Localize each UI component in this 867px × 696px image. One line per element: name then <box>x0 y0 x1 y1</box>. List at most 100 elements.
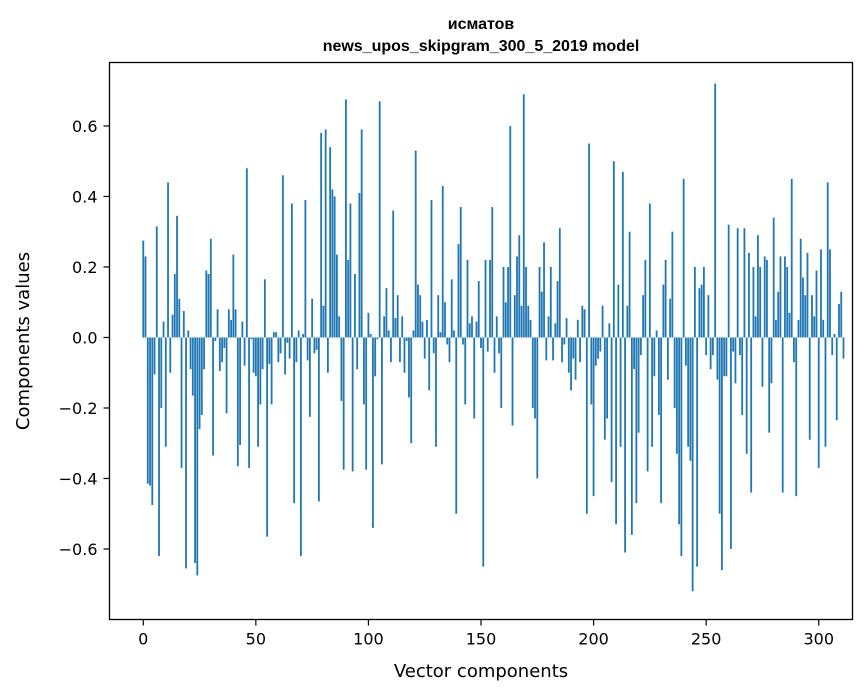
bar-126 <box>426 319 428 338</box>
bar-68 <box>295 337 298 363</box>
bar-86 <box>336 254 338 338</box>
bar-159 <box>500 337 503 408</box>
bar-210 <box>615 337 617 525</box>
bar-69 <box>297 330 300 338</box>
bar-173 <box>531 337 534 408</box>
y-tick-label: 0.6 <box>72 117 97 136</box>
bar-121 <box>414 150 417 338</box>
bar-212 <box>619 337 622 447</box>
bar-186 <box>561 337 563 363</box>
bar-222 <box>642 295 645 338</box>
y-tick-label: 0.4 <box>72 187 97 206</box>
bar-34 <box>218 337 221 371</box>
bar-229 <box>657 337 660 416</box>
bar-96 <box>358 192 361 338</box>
bar-297 <box>811 295 813 338</box>
bar-145 <box>468 323 471 338</box>
bar-261 <box>730 337 732 549</box>
bar-58 <box>272 332 275 338</box>
bar-193 <box>576 319 579 338</box>
bar-243 <box>689 337 692 461</box>
bar-307 <box>833 333 836 338</box>
bar-300 <box>817 337 820 468</box>
bar-218 <box>633 337 635 370</box>
y-tick-label: −0.6 <box>59 540 98 559</box>
bar-9 <box>162 321 165 338</box>
bar-161 <box>504 302 507 338</box>
bar-81 <box>324 129 327 338</box>
bar-79 <box>320 133 323 338</box>
bar-26 <box>200 337 203 416</box>
bar-141 <box>459 207 462 338</box>
x-tick-label: 150 <box>466 630 497 649</box>
bar-45 <box>243 337 246 366</box>
bar-99 <box>365 337 368 470</box>
bar-299 <box>815 270 818 338</box>
bar-52 <box>259 337 262 405</box>
bar-110 <box>390 337 392 363</box>
bar-48 <box>250 337 253 340</box>
bar-112 <box>394 318 397 338</box>
bar-163 <box>509 125 512 338</box>
bar-65 <box>288 337 291 359</box>
bar-127 <box>428 337 431 391</box>
bar-171 <box>527 305 530 338</box>
bar-233 <box>666 337 669 380</box>
bar-284 <box>781 337 784 493</box>
bar-85 <box>333 196 336 338</box>
bar-11 <box>167 182 169 338</box>
bar-66 <box>290 203 293 338</box>
bar-228 <box>655 330 658 338</box>
bar-10 <box>164 337 167 447</box>
bar-189 <box>567 337 570 373</box>
bar-64 <box>286 337 289 343</box>
bar-169 <box>522 94 525 338</box>
x-axis: 0 50 100 150 200 250 300 <box>138 619 834 649</box>
bar-35 <box>221 337 223 363</box>
bar-108 <box>385 288 388 338</box>
bar-280 <box>772 217 775 338</box>
bar-148 <box>475 321 478 338</box>
bar-84 <box>331 189 334 338</box>
bar-89 <box>342 337 345 470</box>
bar-132 <box>439 332 442 338</box>
bar-124 <box>421 321 424 338</box>
bar-29 <box>207 274 210 338</box>
bar-185 <box>558 228 561 338</box>
bar-211 <box>617 284 620 338</box>
bar-72 <box>304 199 307 338</box>
bar-71 <box>302 333 305 338</box>
bar-214 <box>624 337 626 553</box>
bar-158 <box>498 337 500 354</box>
bar-224 <box>646 337 649 472</box>
bar-303 <box>824 337 827 447</box>
bar-39 <box>230 319 232 338</box>
x-tick-label: 250 <box>691 630 722 649</box>
bar-106 <box>381 337 383 465</box>
bar-219 <box>635 337 638 504</box>
bar-296 <box>808 337 811 440</box>
bar-287 <box>788 312 791 338</box>
x-tick-label: 0 <box>138 630 148 649</box>
bar-184 <box>556 281 559 338</box>
bar-37 <box>225 337 228 414</box>
bar-153 <box>486 337 489 352</box>
bar-244 <box>691 337 694 592</box>
bar-195 <box>581 305 584 338</box>
bar-271 <box>752 266 755 338</box>
bar-70 <box>299 337 302 557</box>
bar-265 <box>739 337 741 356</box>
bar-32 <box>214 337 217 341</box>
bar-270 <box>750 337 753 493</box>
bar-103 <box>374 337 377 377</box>
y-tick-label: −0.4 <box>59 469 98 488</box>
bar-230 <box>660 337 663 504</box>
bar-192 <box>574 337 577 380</box>
bar-61 <box>279 337 282 354</box>
bar-49 <box>252 337 255 373</box>
bar-109 <box>387 330 390 338</box>
bar-209 <box>612 161 615 338</box>
bar-200 <box>592 337 595 497</box>
bar-273 <box>757 235 759 338</box>
